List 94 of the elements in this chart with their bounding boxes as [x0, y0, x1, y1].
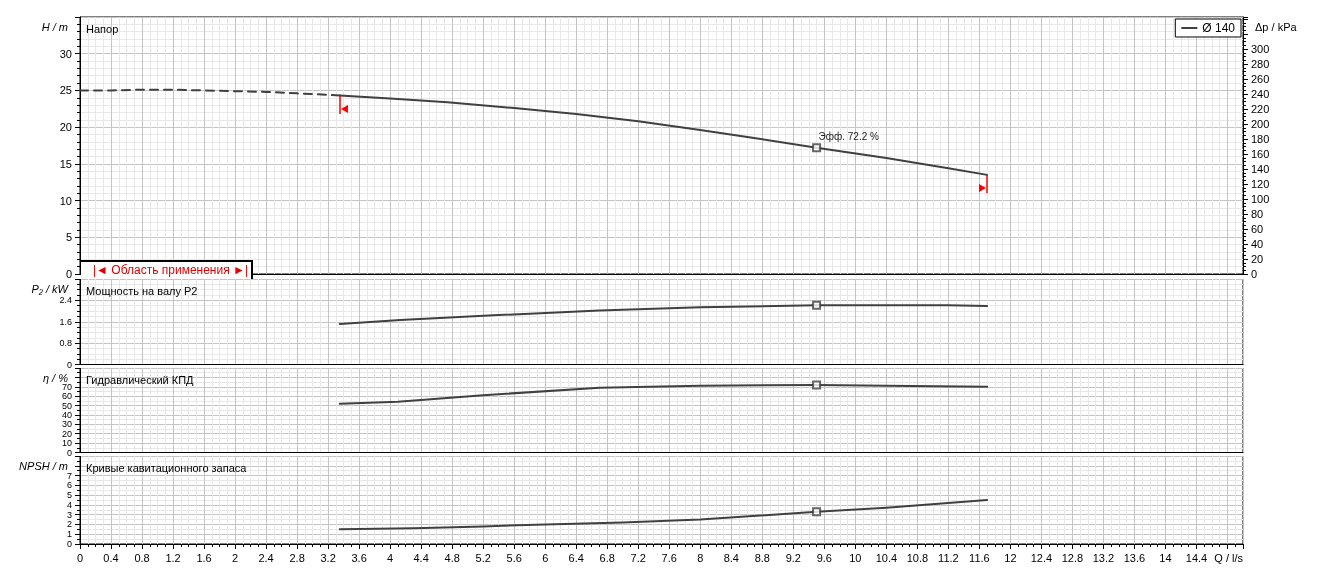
y-tick-label: 60	[61, 391, 72, 402]
y-axis-title: NPSH / m	[19, 459, 69, 472]
y2-tick-label: 220	[1251, 103, 1270, 116]
x-tick-label: 0.8	[134, 551, 150, 564]
y-tick-label: 0	[66, 447, 72, 458]
y2-tick-label: 260	[1251, 73, 1270, 86]
x-tick-label: 6	[542, 551, 549, 564]
x-tick-label: 9.6	[816, 551, 832, 564]
y-axis-title: H / m	[41, 20, 69, 33]
y2-tick-label: 0	[1251, 268, 1258, 280]
y-tick-label: 4	[66, 499, 72, 510]
y-tick-label: 0	[65, 268, 72, 280]
x-tick-label: 6.8	[599, 551, 615, 564]
x-tick-label: 1.2	[165, 551, 181, 564]
x-tick-label: 0	[76, 551, 84, 564]
y-tick-label: 70	[61, 381, 72, 392]
y-tick-label: 0.8	[59, 338, 72, 349]
y-axis-title: η / %	[42, 371, 69, 384]
y2-tick-label: 60	[1251, 223, 1264, 236]
annotation: |◄ Область применения ►|	[81, 260, 254, 279]
x-tick-label: 10.4	[875, 551, 898, 564]
legend-label: Ø 140	[1202, 21, 1236, 35]
y2-tick-label: 200	[1251, 118, 1270, 131]
x-tick-label: 14.4	[1185, 551, 1208, 564]
y-tick-label: 2	[66, 519, 72, 530]
x-tick-label: 2.8	[289, 551, 305, 564]
y-tick-label: 20	[59, 121, 72, 134]
y-tick-label: 5	[66, 490, 72, 501]
y-tick-label: 3	[66, 509, 72, 520]
x-axis-title: Q / l/s	[1214, 551, 1244, 564]
y-tick-label: 50	[61, 400, 72, 411]
y-tick-label: 1	[66, 529, 72, 540]
x-tick-label: 10	[849, 551, 862, 564]
x-tick-label: 11.6	[969, 551, 990, 564]
y2-tick-label: 40	[1251, 238, 1264, 251]
y-tick-label: 15	[59, 157, 72, 170]
x-tick-label: 12.4	[1030, 551, 1053, 564]
y2-tick-label: 140	[1251, 163, 1270, 176]
x-tick-label: 10.8	[906, 551, 929, 564]
y-tick-label: 5	[65, 231, 72, 244]
x-tick-label: 4.4	[413, 551, 429, 564]
y-tick-label: 20	[61, 428, 72, 439]
x-tick-label: 5.2	[475, 551, 491, 564]
y-tick-label: 1.6	[59, 316, 72, 327]
x-tick-label: 2	[232, 551, 239, 564]
y2-tick-label: 180	[1251, 133, 1270, 146]
y-tick-label: 2.4	[59, 295, 72, 306]
x-tick-label: 5.6	[506, 551, 522, 564]
y-tick-label: 10	[61, 438, 72, 449]
y-tick-label: 6	[66, 480, 72, 491]
y-tick-label: 10	[59, 194, 72, 207]
x-tick-label: 7.6	[661, 551, 677, 564]
y-tick-label: 0	[66, 359, 72, 370]
x-tick-label: 0.4	[103, 551, 119, 564]
y2-tick-label: 100	[1251, 193, 1270, 206]
x-tick-label: 8	[697, 551, 704, 564]
y2-tick-label: 300	[1251, 43, 1270, 56]
x-tick-label: 13.6	[1123, 551, 1146, 564]
x-tick-label: 2.4	[258, 551, 274, 564]
chart-title: Гидравлический КПД	[86, 373, 195, 386]
x-tick-label: 8.8	[754, 551, 770, 564]
x-tick-label: 7.2	[630, 551, 646, 564]
chart-title: Мощность на валу P2	[86, 284, 198, 297]
y2-tick-label: 160	[1251, 148, 1270, 161]
y2-tick-label: 280	[1251, 58, 1270, 71]
x-tick-label: 9.2	[785, 551, 801, 564]
x-tick-label: 4	[387, 551, 394, 564]
y-tick-label: 25	[59, 84, 72, 97]
annotation: Эфф. 72.2 %	[818, 131, 880, 143]
y2-axis-title: Δp / kPa	[1255, 20, 1298, 33]
x-tick-label: 4.8	[444, 551, 460, 564]
x-tick-label: 8.4	[723, 551, 739, 564]
x-tick-label: 12.8	[1061, 551, 1084, 564]
x-tick-label: 13.2	[1092, 551, 1115, 564]
y-tick-label: 30	[59, 47, 72, 60]
y-axis-title: P₂ / kW	[31, 282, 70, 295]
y2-tick-label: 20	[1251, 253, 1264, 266]
y2-tick-label: 80	[1251, 208, 1264, 221]
x-tick-label: 1.6	[196, 551, 212, 564]
x-tick-label: 14	[1159, 551, 1172, 564]
y-tick-label: 30	[61, 419, 72, 430]
x-tick-label: 6.4	[568, 551, 584, 564]
x-tick-label: 3.2	[320, 551, 336, 564]
y2-tick-label: 120	[1251, 178, 1270, 191]
x-tick-label: 12	[1004, 551, 1017, 564]
y-tick-label: 40	[61, 409, 72, 420]
text: Напор	[86, 22, 119, 35]
y2-tick-label: 240	[1251, 88, 1270, 101]
x-tick-label: 11.2	[938, 551, 959, 564]
y-tick-label: 7	[66, 470, 72, 481]
x-tick-label: 3.6	[351, 551, 367, 564]
text: Кривые кавитационного запаса	[86, 461, 248, 474]
y-tick-label: 0	[66, 539, 72, 549]
line-series	[338, 499, 989, 531]
